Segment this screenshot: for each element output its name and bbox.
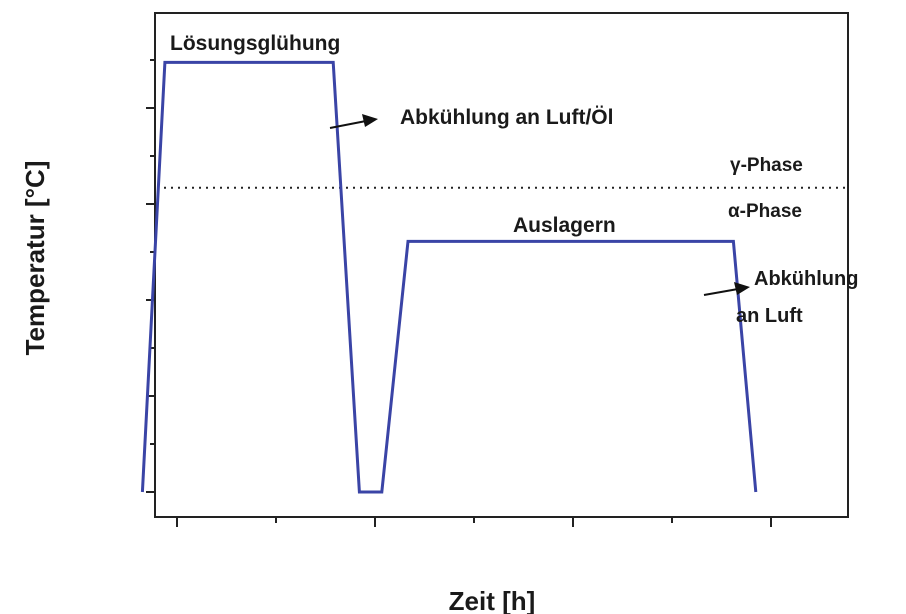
y-axis-label: Temperatur [°C]	[20, 161, 50, 356]
temperature-profile-line	[140, 60, 758, 494]
x-axis-label: Zeit [h]	[449, 586, 536, 614]
label-air-cooling-line2: an Luft	[736, 305, 803, 327]
label-quench: Abkühlung an Luft/Öl	[400, 106, 613, 129]
air-cooling-arrow-icon	[703, 282, 750, 296]
label-solution-annealing: Lösungsglühung	[170, 32, 340, 55]
label-aging: Auslagern	[513, 214, 616, 237]
quench-arrow-icon	[329, 114, 378, 129]
label-alpha-phase: α-Phase	[728, 201, 802, 222]
label-gamma-phase: γ-Phase	[730, 155, 803, 176]
plot-frame	[154, 12, 849, 518]
label-air-cooling-line1: Abkühlung	[754, 268, 858, 290]
axis-ticks	[146, 59, 772, 527]
